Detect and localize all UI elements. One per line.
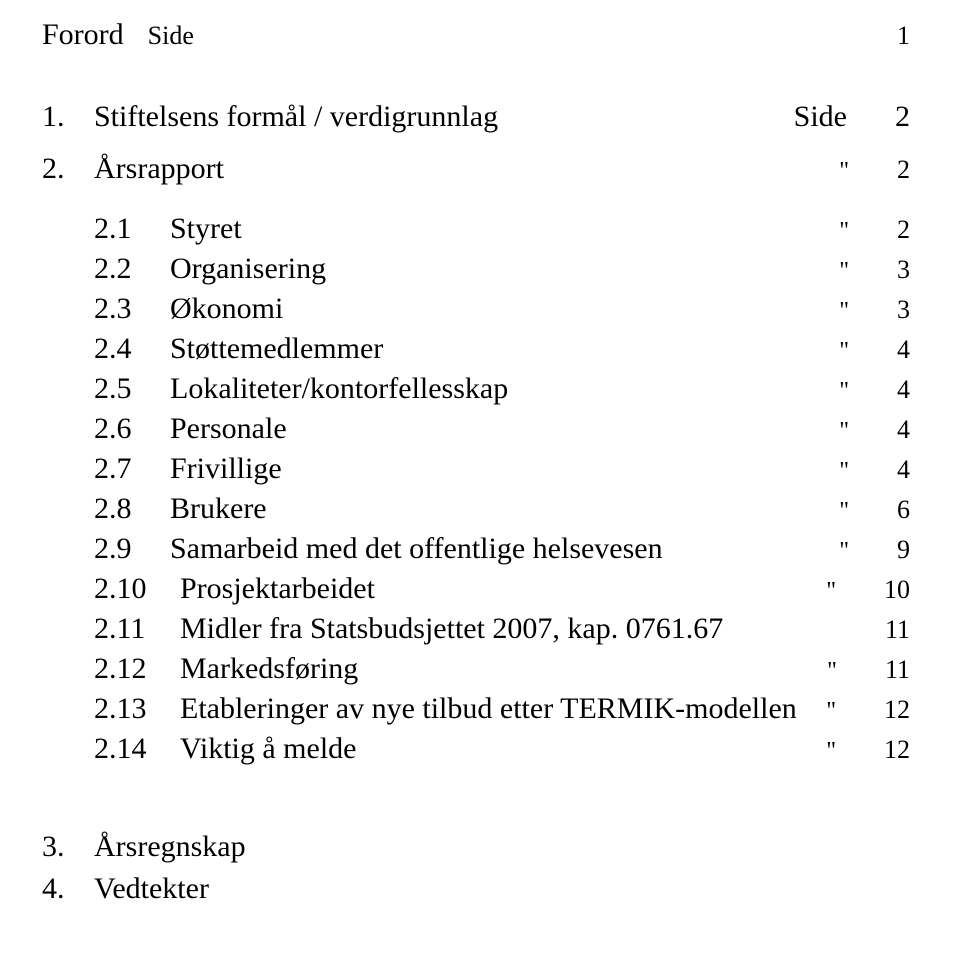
subsection-num: 2.2 bbox=[94, 252, 170, 286]
section-page: 2 bbox=[895, 100, 910, 134]
subsection-num: 2.4 bbox=[94, 332, 170, 366]
subsection-ditto: " bbox=[839, 418, 849, 445]
section-num: 1. bbox=[42, 100, 94, 134]
section-num: 2. bbox=[42, 152, 94, 186]
subsection-ditto: " bbox=[827, 658, 837, 685]
subsection-ditto: " bbox=[839, 498, 849, 525]
subsection-title: Brukere bbox=[170, 492, 267, 526]
subsection-ditto: " bbox=[839, 538, 849, 565]
subsection-ditto: " bbox=[839, 458, 849, 485]
toc-subsection: 2.3Økonomi " 3 bbox=[42, 292, 910, 326]
subsection-num: 2.1 bbox=[94, 212, 170, 246]
toc-subsection: 2.1Styret " 2 bbox=[42, 212, 910, 246]
subsection-page: 4 bbox=[897, 455, 910, 485]
subsection-page: 4 bbox=[897, 335, 910, 365]
toc-subsection: 2.11Midler fra Statsbudsjettet 2007, kap… bbox=[42, 612, 910, 646]
subsection-title: Midler fra Statsbudsjettet 2007, kap. 07… bbox=[180, 612, 723, 646]
section-num: 4. bbox=[42, 872, 94, 906]
subsection-page: 2 bbox=[897, 215, 910, 245]
subsection-title: Prosjektarbeidet bbox=[180, 572, 375, 606]
subsection-page: 3 bbox=[897, 295, 910, 325]
toc-subsection: 2.4Støttemedlemmer " 4 bbox=[42, 332, 910, 366]
forord-page: 1 bbox=[897, 21, 910, 51]
subsection-title: Markedsføring bbox=[180, 652, 358, 686]
subsection-ditto: " bbox=[839, 258, 849, 285]
spacer bbox=[42, 204, 910, 212]
subsection-ditto: " bbox=[839, 298, 849, 325]
spacer bbox=[42, 772, 910, 830]
subsection-num: 2.12 bbox=[94, 652, 180, 686]
toc-subsection: 2.14Viktig å melde " 12 bbox=[42, 732, 910, 766]
section-mid: Side bbox=[794, 100, 847, 134]
toc-subsection: 2.12Markedsføring " 11 bbox=[42, 652, 910, 686]
toc-subsection: 2.7Frivillige " 4 bbox=[42, 452, 910, 486]
subsection-num: 2.10 bbox=[94, 572, 180, 606]
forord-row: Forord Side 1 bbox=[42, 18, 910, 52]
subsection-page: 12 bbox=[884, 735, 910, 765]
subsection-num: 2.14 bbox=[94, 732, 180, 766]
subsection-title: Støttemedlemmer bbox=[170, 332, 383, 366]
subsection-ditto: " bbox=[839, 338, 849, 365]
subsection-num: 2.5 bbox=[94, 372, 170, 406]
subsection-ditto: " bbox=[839, 218, 849, 245]
toc-section-4: 4. Vedtekter bbox=[42, 872, 910, 906]
subsection-page: 3 bbox=[897, 255, 910, 285]
subsection-title: Samarbeid med det offentlige helsevesen bbox=[170, 532, 663, 566]
subsection-page: 11 bbox=[885, 655, 910, 685]
subsection-title: Organisering bbox=[170, 252, 326, 286]
subsection-ditto: " bbox=[839, 378, 849, 405]
section-title: Årsrapport bbox=[94, 152, 224, 186]
subsection-title: Styret bbox=[170, 212, 242, 246]
section-title: Årsregnskap bbox=[94, 830, 246, 864]
toc-subsection: 2.8Brukere " 6 bbox=[42, 492, 910, 526]
forord-side-label: Side bbox=[148, 21, 194, 51]
toc-section-3: 3. Årsregnskap bbox=[42, 830, 910, 864]
subsection-page: 10 bbox=[884, 575, 910, 605]
subsection-ditto: " bbox=[826, 738, 836, 765]
subsection-title: Etableringer av nye tilbud etter TERMIK-… bbox=[180, 692, 797, 726]
subsection-num: 2.8 bbox=[94, 492, 170, 526]
section-title: Stiftelsens formål / verdigrunnlag bbox=[94, 100, 498, 134]
toc-subsection: 2.9Samarbeid med det offentlige helseves… bbox=[42, 532, 910, 566]
toc-section-1: 1. Stiftelsens formål / verdigrunnlag Si… bbox=[42, 100, 910, 134]
subsection-page: 9 bbox=[897, 535, 910, 565]
toc-subsection-list: 2.1Styret " 2 2.2Organisering " 3 2.3Økonomi " 3… bbox=[42, 212, 910, 766]
subsection-page: 6 bbox=[897, 495, 910, 525]
subsection-ditto: " bbox=[826, 578, 836, 605]
toc-section-2: 2. Årsrapport " 2 bbox=[42, 152, 910, 186]
subsection-num: 2.6 bbox=[94, 412, 170, 446]
subsection-num: 2.3 bbox=[94, 292, 170, 326]
toc-subsection: 2.13Etableringer av nye tilbud etter TER… bbox=[42, 692, 910, 726]
forord-label: Forord bbox=[42, 18, 124, 52]
toc-subsection: 2.5Lokaliteter/kontorfellesskap " 4 bbox=[42, 372, 910, 406]
subsection-num: 2.13 bbox=[94, 692, 180, 726]
subsection-page: 4 bbox=[897, 375, 910, 405]
subsection-ditto: " bbox=[826, 698, 836, 725]
subsection-title: Lokaliteter/kontorfellesskap bbox=[170, 372, 508, 406]
subsection-title: Frivillige bbox=[170, 452, 282, 486]
section-mid: " bbox=[839, 158, 849, 185]
subsection-page: 11 bbox=[885, 615, 910, 645]
subsection-num: 2.11 bbox=[94, 612, 180, 646]
subsection-page: 4 bbox=[897, 415, 910, 445]
section-num: 3. bbox=[42, 830, 94, 864]
subsection-num: 2.7 bbox=[94, 452, 170, 486]
subsection-title: Viktig å melde bbox=[180, 732, 356, 766]
toc-subsection: 2.10Prosjektarbeidet " 10 bbox=[42, 572, 910, 606]
subsection-title: Personale bbox=[170, 412, 287, 446]
subsection-page: 12 bbox=[884, 695, 910, 725]
toc-subsection: 2.2Organisering " 3 bbox=[42, 252, 910, 286]
subsection-title: Økonomi bbox=[170, 292, 283, 326]
section-title: Vedtekter bbox=[94, 872, 209, 906]
toc-subsection: 2.6Personale " 4 bbox=[42, 412, 910, 446]
subsection-num: 2.9 bbox=[94, 532, 170, 566]
section-page: 2 bbox=[897, 155, 910, 185]
